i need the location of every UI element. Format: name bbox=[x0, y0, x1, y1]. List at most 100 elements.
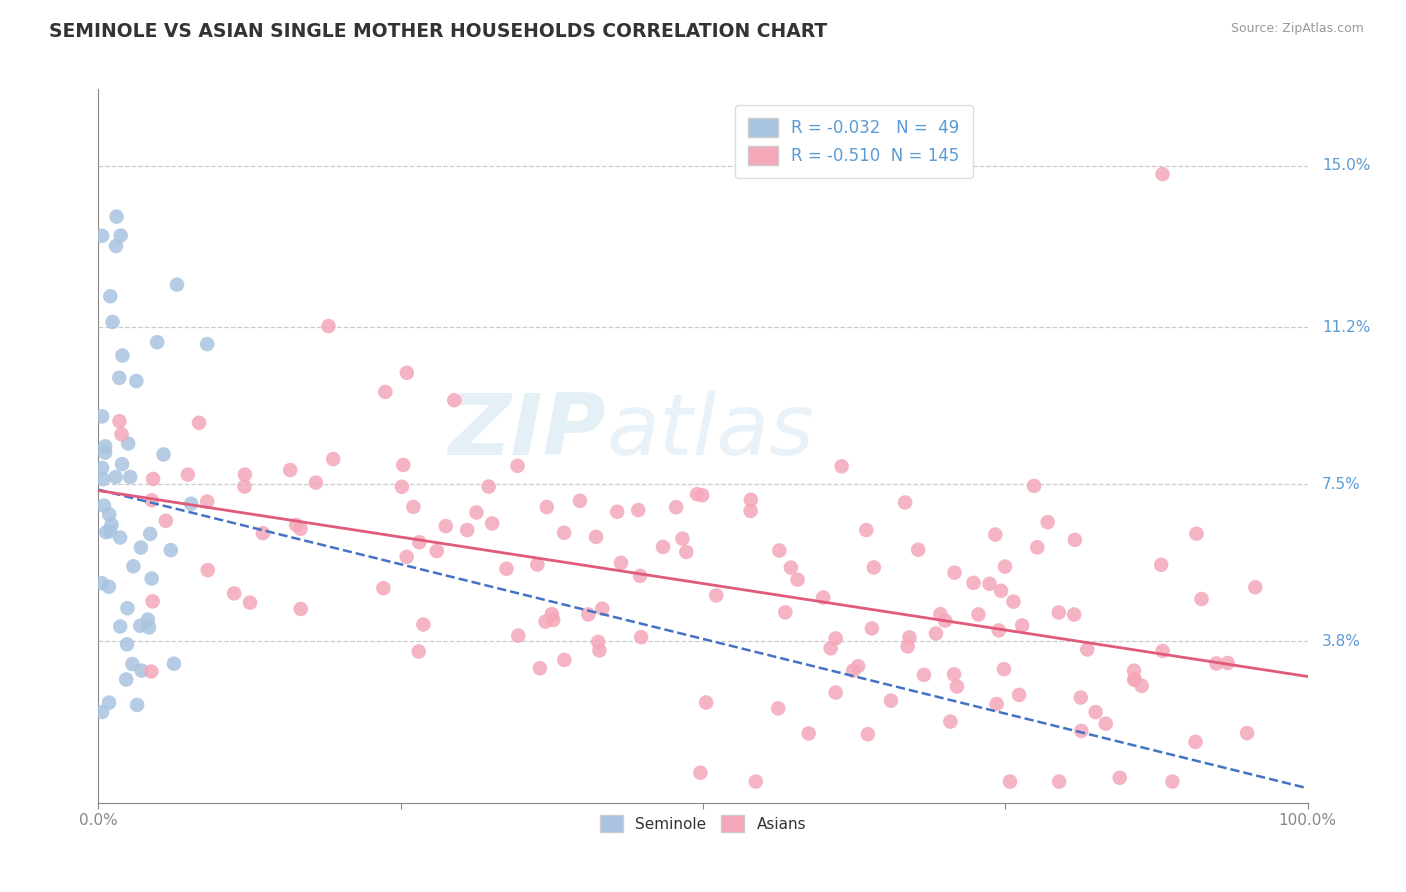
Point bbox=[408, 644, 430, 658]
Point bbox=[100, 517, 122, 532]
Point bbox=[98, 696, 121, 710]
Point bbox=[689, 765, 711, 780]
Point bbox=[142, 594, 165, 608]
Point bbox=[108, 619, 131, 633]
Point bbox=[252, 526, 274, 541]
Point bbox=[115, 637, 138, 651]
Point bbox=[195, 494, 218, 508]
Point bbox=[998, 774, 1021, 789]
Text: Source: ZipAtlas.com: Source: ZipAtlas.com bbox=[1230, 22, 1364, 36]
Point bbox=[526, 558, 548, 572]
Point bbox=[98, 524, 121, 538]
Point bbox=[946, 680, 969, 694]
Point bbox=[831, 459, 853, 474]
Point bbox=[111, 457, 134, 471]
Point bbox=[1161, 774, 1184, 789]
Point bbox=[318, 318, 340, 333]
Point bbox=[856, 727, 879, 741]
Point bbox=[568, 493, 591, 508]
Point bbox=[1152, 167, 1174, 181]
Point bbox=[412, 617, 434, 632]
Point bbox=[373, 581, 395, 595]
Point bbox=[481, 516, 503, 531]
Point bbox=[1011, 618, 1033, 632]
Point bbox=[553, 525, 575, 540]
Point bbox=[585, 530, 607, 544]
Point bbox=[740, 492, 762, 507]
Point bbox=[588, 643, 610, 657]
Point bbox=[860, 622, 883, 636]
Point bbox=[115, 673, 138, 687]
Point bbox=[925, 626, 948, 640]
Point bbox=[984, 527, 1007, 541]
Point bbox=[108, 531, 131, 545]
Point bbox=[979, 576, 1001, 591]
Point bbox=[880, 694, 903, 708]
Point bbox=[541, 607, 564, 621]
Point bbox=[97, 580, 120, 594]
Point bbox=[811, 591, 834, 605]
Point bbox=[1047, 774, 1070, 789]
Point bbox=[91, 228, 114, 243]
Point bbox=[117, 601, 139, 615]
Point bbox=[529, 661, 551, 675]
Point bbox=[290, 522, 312, 536]
Text: atlas: atlas bbox=[606, 390, 814, 474]
Point bbox=[630, 630, 652, 644]
Point bbox=[177, 467, 200, 482]
Point bbox=[1123, 673, 1146, 687]
Point bbox=[195, 337, 218, 351]
Point bbox=[94, 439, 117, 453]
Point bbox=[1008, 688, 1031, 702]
Text: 11.2%: 11.2% bbox=[1322, 319, 1371, 334]
Point bbox=[606, 505, 628, 519]
Point bbox=[1205, 657, 1227, 671]
Point bbox=[125, 374, 148, 388]
Point bbox=[1076, 642, 1098, 657]
Point bbox=[91, 576, 114, 591]
Legend: Seminole, Asians: Seminole, Asians bbox=[593, 809, 813, 838]
Point bbox=[553, 653, 575, 667]
Point bbox=[478, 479, 501, 493]
Point bbox=[766, 701, 789, 715]
Point bbox=[665, 500, 688, 515]
Point bbox=[943, 667, 966, 681]
Point bbox=[1002, 595, 1025, 609]
Point bbox=[779, 560, 801, 574]
Point bbox=[740, 504, 762, 518]
Point bbox=[934, 614, 956, 628]
Point bbox=[166, 277, 188, 292]
Point bbox=[180, 497, 202, 511]
Point bbox=[943, 566, 966, 580]
Point bbox=[1108, 771, 1130, 785]
Point bbox=[465, 506, 488, 520]
Point bbox=[122, 559, 145, 574]
Point bbox=[141, 572, 163, 586]
Point bbox=[305, 475, 328, 490]
Point bbox=[1063, 533, 1085, 547]
Point bbox=[671, 532, 693, 546]
Point bbox=[127, 698, 149, 712]
Point bbox=[994, 559, 1017, 574]
Point bbox=[129, 541, 152, 555]
Point bbox=[129, 619, 152, 633]
Point bbox=[1236, 726, 1258, 740]
Point bbox=[105, 239, 128, 253]
Point bbox=[704, 589, 727, 603]
Point bbox=[1026, 541, 1049, 555]
Point bbox=[110, 228, 132, 243]
Point bbox=[842, 664, 865, 678]
Point bbox=[108, 414, 131, 428]
Point bbox=[675, 545, 697, 559]
Point bbox=[824, 685, 846, 699]
Text: ZIP: ZIP bbox=[449, 390, 606, 474]
Point bbox=[93, 499, 115, 513]
Point bbox=[197, 563, 219, 577]
Point bbox=[111, 349, 134, 363]
Point bbox=[98, 289, 121, 303]
Point bbox=[862, 560, 884, 574]
Point bbox=[855, 523, 877, 537]
Point bbox=[586, 635, 609, 649]
Point bbox=[846, 659, 869, 673]
Point bbox=[91, 705, 114, 719]
